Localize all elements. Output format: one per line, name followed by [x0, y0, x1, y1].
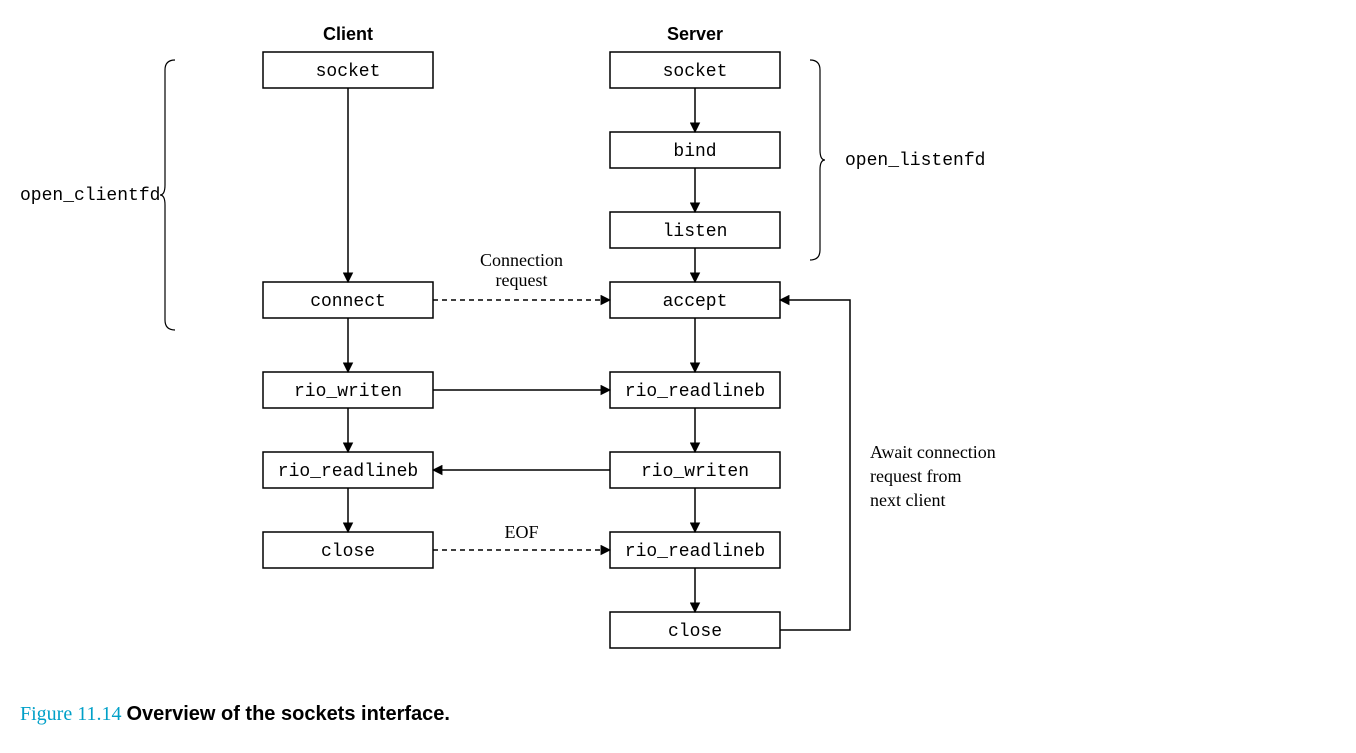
loop-label-2: next client [870, 490, 945, 510]
loop-label-0: Await connection [870, 442, 996, 462]
figure-title: Overview of the sockets interface. [126, 703, 449, 725]
label-c_rio_readlineb: rio_readlineb [278, 462, 418, 482]
figure-number: Figure 11.14 [20, 703, 126, 725]
brace-right [810, 60, 825, 260]
label-c_connect: connect [310, 292, 386, 312]
brace-right-label: open_listenfd [845, 151, 985, 171]
label-s_bind: bind [673, 142, 716, 162]
label-s_listen: listen [663, 222, 728, 242]
loop-arrow [780, 300, 850, 630]
label-c_close: close [321, 542, 375, 562]
hlabel-0-l1: Connection [480, 250, 563, 270]
label-s_rio_writen: rio_writen [641, 462, 749, 482]
brace-left-label: open_clientfd [20, 186, 160, 206]
label-s_close: close [668, 622, 722, 642]
hlabel-0-l2: request [496, 270, 548, 290]
label-s_accept: accept [663, 292, 728, 312]
label-s_socket: socket [663, 62, 728, 82]
label-s_rio_readlineb: rio_readlineb [625, 382, 765, 402]
sockets-diagram: Client Server socket connect rio_writen rio_r… [0, 0, 1356, 753]
client-header: Client [323, 24, 373, 44]
hlabel-3-l1: EOF [504, 522, 538, 542]
server-header: Server [667, 24, 723, 44]
label-s_rio_readlineb2: rio_readlineb [625, 542, 765, 562]
brace-left [160, 60, 175, 330]
label-c_socket: socket [316, 62, 381, 82]
figure-caption: Figure 11.14 Overview of the sockets int… [20, 703, 450, 725]
label-c_rio_writen: rio_writen [294, 382, 402, 402]
loop-label-1: request from [870, 466, 961, 486]
